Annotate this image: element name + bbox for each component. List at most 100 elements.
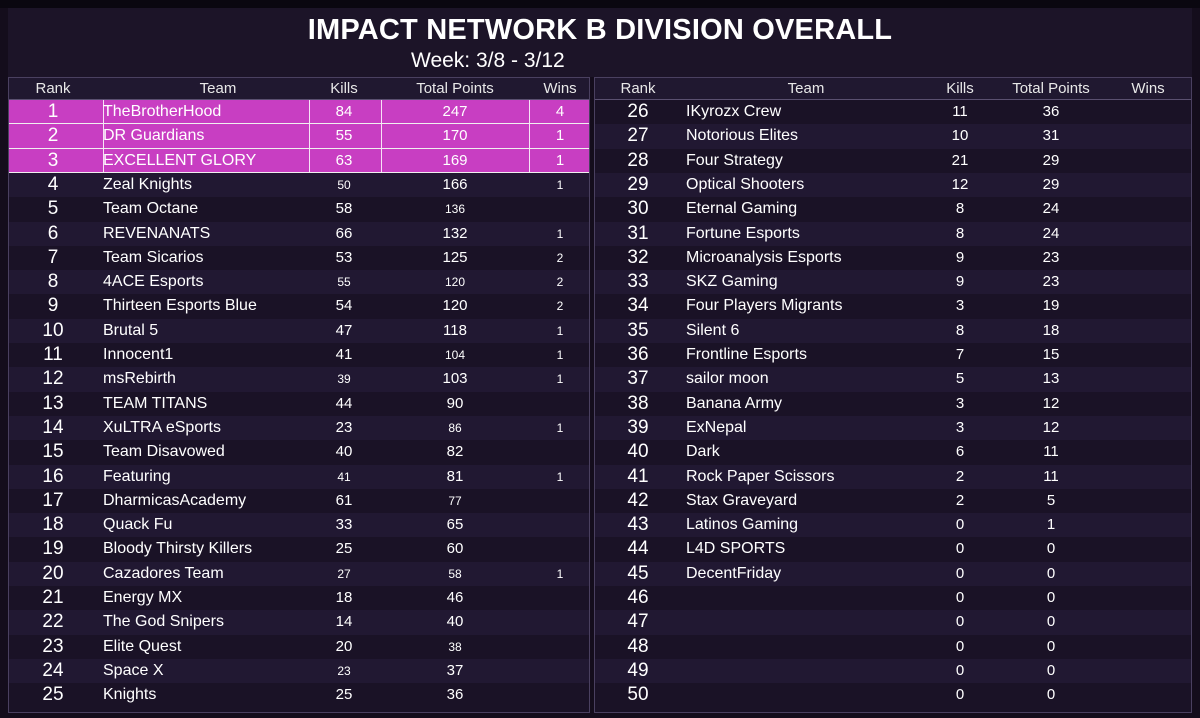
team-cell: Bloody Thirsty Killers <box>103 540 253 558</box>
kills-cell: 55 <box>335 127 353 145</box>
kills-cell: 66 <box>335 224 353 242</box>
table-row: 8 4ACE Esports 55 120 2 <box>9 270 589 295</box>
rank-cell: 31 <box>627 222 649 244</box>
cell-divider <box>103 148 104 172</box>
team-cell: Notorious Elites <box>686 127 799 145</box>
team-cell: msRebirth <box>103 370 176 388</box>
total-points-cell: 86 <box>448 420 462 435</box>
team-cell: Fortune Esports <box>686 224 800 242</box>
total-points-cell: 81 <box>446 467 464 485</box>
week-range: Week: 3/8 - 3/12 <box>411 49 565 72</box>
rank-cell: 30 <box>627 198 649 220</box>
table-row: 50 0 0 <box>595 683 1191 707</box>
kills-cell: 11 <box>952 103 968 120</box>
kills-cell: 0 <box>955 516 965 534</box>
total-points-cell: 36 <box>1042 103 1060 120</box>
header-kills: Kills <box>330 80 358 97</box>
team-cell: Silent 6 <box>686 321 740 339</box>
kills-cell: 18 <box>335 589 353 606</box>
kills-cell: 9 <box>955 248 965 266</box>
total-points-cell: 120 <box>444 275 466 290</box>
kills-cell: 5 <box>955 370 965 388</box>
kills-cell: 3 <box>955 418 965 436</box>
rank-cell: 27 <box>627 125 649 147</box>
page-title: IMPACT NETWORK B DIVISION OVERALL <box>307 14 893 46</box>
kills-cell: 14 <box>335 613 353 631</box>
table-row: 22 The God Snipers 14 40 <box>9 610 589 635</box>
table-row: 16 Featuring 41 81 1 <box>9 464 589 489</box>
team-cell: Rock Paper Scissors <box>686 467 835 485</box>
kills-cell: 50 <box>337 177 351 192</box>
rank-cell: 28 <box>627 149 649 171</box>
team-cell: Cazadores Team <box>103 564 224 582</box>
table-row: 14 XuLTRA eSports 23 86 1 <box>9 415 589 441</box>
table-row: 24 Space X 23 37 <box>9 658 589 684</box>
total-points-cell: 125 <box>442 248 468 266</box>
kills-cell: 40 <box>335 443 353 461</box>
header-rank: Rank <box>620 80 656 97</box>
total-points-cell: 170 <box>442 127 468 145</box>
kills-cell: 2 <box>955 491 965 509</box>
total-points-cell: 46 <box>446 589 464 606</box>
header-team: Team <box>199 80 237 97</box>
total-points-cell: 19 <box>1042 297 1060 315</box>
wins-cell: 2 <box>556 250 564 265</box>
table-row: 26 IKyrozx Crew 11 36 <box>595 100 1191 124</box>
team-cell: 4ACE Esports <box>103 273 204 291</box>
kills-cell: 8 <box>955 321 965 339</box>
team-cell: Frontline Esports <box>686 346 807 363</box>
team-cell: XuLTRA eSports <box>103 418 221 436</box>
wins-cell: 2 <box>556 299 564 314</box>
total-points-cell: 31 <box>1042 127 1060 145</box>
table-row: 30 Eternal Gaming 8 24 <box>595 197 1191 221</box>
team-cell: Thirteen Esports Blue <box>103 297 257 315</box>
rank-cell: 46 <box>627 587 649 608</box>
table-row: 12 msRebirth 39 103 1 <box>9 367 589 392</box>
kills-cell: 61 <box>335 491 353 509</box>
wins-cell: 1 <box>555 127 565 145</box>
table-row: 10 Brutal 5 47 118 1 <box>9 318 589 343</box>
table-row: 45 DecentFriday 0 0 <box>595 561 1191 586</box>
total-points-cell: 166 <box>442 175 468 193</box>
wins-cell: 1 <box>556 469 564 484</box>
rank-cell: 19 <box>42 538 64 560</box>
team-cell: Team Sicarios <box>103 248 204 266</box>
rank-cell: 4 <box>47 173 59 195</box>
rank-cell: 3 <box>47 149 59 171</box>
table-row: 21 Energy MX 18 46 <box>9 586 589 610</box>
rank-cell: 50 <box>627 684 649 706</box>
kills-cell: 23 <box>337 663 351 678</box>
total-points-cell: 118 <box>443 321 467 339</box>
kills-cell: 0 <box>955 613 965 631</box>
kills-cell: 8 <box>955 224 965 242</box>
team-cell: EXCELLENT GLORY <box>103 151 257 169</box>
table-row: 25 Knights 25 36 <box>9 683 589 707</box>
total-points-cell: 247 <box>442 103 468 120</box>
rank-cell: 20 <box>42 562 64 584</box>
total-points-cell: 38 <box>448 639 462 654</box>
table-row: 6 REVENANATS 66 132 1 <box>9 221 589 246</box>
table-row: 2 DR Guardians 55 170 1 <box>9 124 589 149</box>
kills-cell: 27 <box>337 566 351 581</box>
rank-cell: 2 <box>47 125 59 147</box>
rank-cell: 1 <box>47 101 59 122</box>
kills-cell: 21 <box>951 151 969 169</box>
team-cell: IKyrozx Crew <box>686 103 782 120</box>
cell-divider <box>529 148 530 172</box>
team-cell: Four Players Migrants <box>686 297 843 315</box>
table-row: 7 Team Sicarios 53 125 2 <box>9 246 589 270</box>
rank-cell: 5 <box>47 198 59 220</box>
total-points-cell: 11 <box>1043 443 1059 461</box>
total-points-cell: 11 <box>1043 467 1059 485</box>
team-cell: Innocent1 <box>103 346 174 363</box>
table-row: 43 Latinos Gaming 0 1 <box>595 513 1191 538</box>
kills-cell: 2 <box>955 467 965 485</box>
team-cell: Microanalysis Esports <box>686 248 842 266</box>
total-points-cell: 90 <box>446 394 464 412</box>
team-cell: Four Strategy <box>686 151 783 169</box>
team-cell: TEAM TITANS <box>103 394 208 412</box>
table-row: 19 Bloody Thirsty Killers 25 60 <box>9 537 589 561</box>
table-row: 35 Silent 6 8 18 <box>595 318 1191 343</box>
total-points-cell: 0 <box>1046 613 1056 631</box>
cell-divider <box>309 124 310 148</box>
